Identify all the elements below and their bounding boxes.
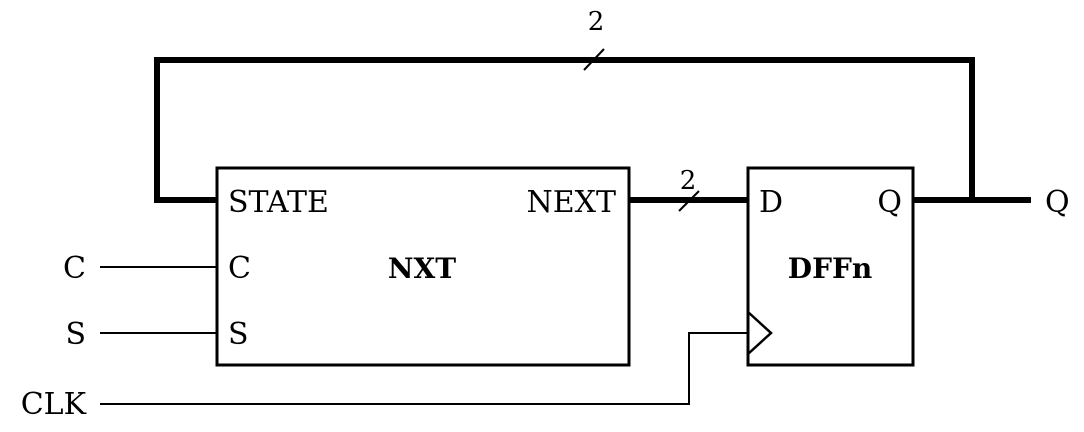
next-bus-width-tick <box>678 190 700 212</box>
dff-port-q: Q <box>877 185 902 220</box>
dff-port-d: D <box>759 185 783 220</box>
nxt-port-s: S <box>228 317 249 352</box>
feedback-bus <box>154 57 975 203</box>
input-label-clk: CLK <box>21 387 87 422</box>
nxt-block <box>215 166 631 367</box>
clock-input-triangle <box>747 311 773 355</box>
feedback-bus-width-label: 2 <box>588 7 605 37</box>
input-label-s: S <box>65 317 86 352</box>
nxt-block-title: NXT <box>388 252 456 285</box>
clk-input-wire <box>100 332 748 405</box>
nxt-port-state: STATE <box>228 185 329 220</box>
dff-block <box>746 166 915 367</box>
next-bus-width-label: 2 <box>680 166 697 196</box>
input-label-c: C <box>63 251 86 286</box>
nxt-port-c: C <box>228 251 251 286</box>
output-label-q: Q <box>1045 185 1070 220</box>
feedback-bus-width-tick <box>583 48 605 71</box>
nxt-port-next: NEXT <box>526 185 616 220</box>
dff-block-title: DFFn <box>788 252 872 285</box>
